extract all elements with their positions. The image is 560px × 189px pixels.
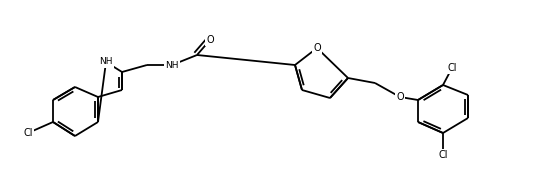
Text: O: O xyxy=(206,35,214,45)
Text: O: O xyxy=(396,92,404,102)
Text: Cl: Cl xyxy=(447,63,457,73)
Text: O: O xyxy=(313,43,321,53)
Text: Cl: Cl xyxy=(24,128,32,138)
Text: Cl: Cl xyxy=(438,150,448,160)
Text: NH: NH xyxy=(99,57,113,67)
Text: NH: NH xyxy=(165,60,179,70)
